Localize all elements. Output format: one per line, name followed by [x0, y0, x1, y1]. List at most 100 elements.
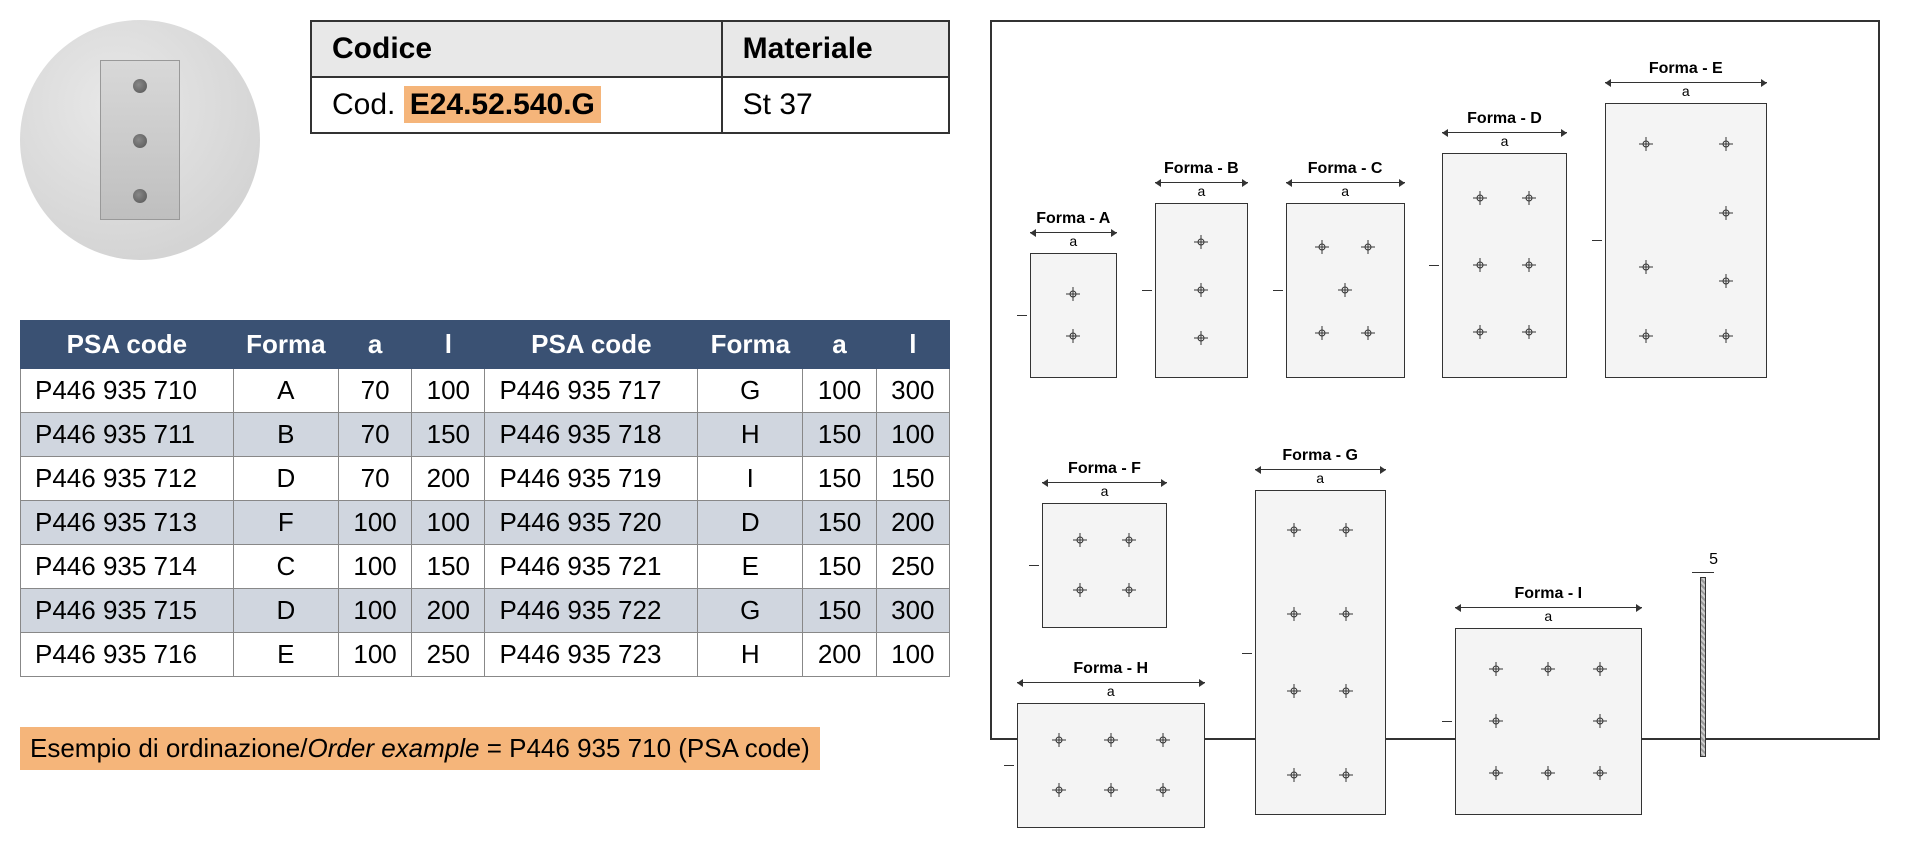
table-cell: D [698, 501, 803, 545]
hole-marker [1066, 329, 1080, 343]
data-table: PSA codeFormaalPSA codeFormaal P446 935 … [20, 320, 950, 677]
table-row: P446 935 716E100250P446 935 723H200100 [21, 633, 950, 677]
order-label-en: Order example [308, 733, 480, 763]
hole-marker [1522, 258, 1536, 272]
table-cell: E [698, 545, 803, 589]
table-row: P446 935 710A70100P446 935 717G100300 [21, 369, 950, 413]
table-cell: P446 935 717 [485, 369, 698, 413]
table-cell: E [233, 633, 338, 677]
table-row: P446 935 713F100100P446 935 720D150200 [21, 501, 950, 545]
forma-label: Forma - F [1042, 460, 1167, 478]
table-cell: D [233, 589, 338, 633]
hole-marker [1194, 235, 1208, 249]
dim-a: a [1605, 82, 1768, 99]
table-cell: P446 935 722 [485, 589, 698, 633]
table-cell: H [698, 413, 803, 457]
dim-a: a [1255, 469, 1386, 486]
order-value: P446 935 710 (PSA code) [509, 733, 810, 763]
table-cell: 150 [412, 413, 485, 457]
order-example: Esempio di ordinazione/Order example = P… [20, 727, 820, 770]
table-header: Forma [233, 321, 338, 369]
hole-marker [1719, 329, 1733, 343]
hole-marker [1052, 783, 1066, 797]
hole-marker [1194, 283, 1208, 297]
forma-rect [1605, 103, 1768, 378]
forma-f: Forma - Fa [1042, 460, 1167, 628]
hole-marker [1122, 583, 1136, 597]
dim-a: a [1455, 607, 1643, 624]
hole-marker [1473, 325, 1487, 339]
hole-marker [1541, 766, 1555, 780]
table-cell: F [233, 501, 338, 545]
table-cell: P446 935 715 [21, 589, 234, 633]
forma-label: Forma - I [1455, 585, 1643, 603]
table-cell: 100 [338, 501, 411, 545]
forma-e: Forma - E a [1605, 60, 1768, 378]
hole-marker [1473, 258, 1487, 272]
table-cell: 150 [803, 413, 876, 457]
table-cell: P446 935 714 [21, 545, 234, 589]
info-header-codice: Codice [311, 21, 722, 77]
table-cell: 250 [876, 545, 949, 589]
table-cell: P446 935 712 [21, 457, 234, 501]
info-header-materiale: Materiale [722, 21, 949, 77]
table-cell: P446 935 721 [485, 545, 698, 589]
forma-label: Forma - D [1442, 110, 1567, 128]
forma-g: Forma - Ga [1255, 447, 1386, 815]
hole-marker [1052, 733, 1066, 747]
table-cell: 200 [803, 633, 876, 677]
table-cell: 150 [876, 457, 949, 501]
hole-marker [1315, 326, 1329, 340]
table-cell: 300 [876, 589, 949, 633]
forma-label: Forma - E [1605, 60, 1768, 78]
hole-marker [1489, 714, 1503, 728]
table-cell: 250 [412, 633, 485, 677]
table-cell: 100 [803, 369, 876, 413]
table-cell: 100 [876, 633, 949, 677]
table-cell: 150 [803, 545, 876, 589]
forma-label: Forma - A [1030, 210, 1118, 228]
table-cell: P446 935 719 [485, 457, 698, 501]
table-row: P446 935 714C100150P446 935 721E150250 [21, 545, 950, 589]
hole-marker [1287, 768, 1301, 782]
hole-marker [1593, 766, 1607, 780]
table-cell: 100 [412, 369, 485, 413]
hole-marker [1593, 714, 1607, 728]
side-view: 5 [1692, 572, 1714, 757]
table-header: PSA code [485, 321, 698, 369]
table-cell: I [698, 457, 803, 501]
table-cell: 70 [338, 413, 411, 457]
forma-label: Forma - C [1286, 160, 1405, 178]
table-cell: P446 935 711 [21, 413, 234, 457]
forma-label: Forma - B [1155, 160, 1249, 178]
hole-marker [1522, 325, 1536, 339]
table-header: a [338, 321, 411, 369]
hole-marker [1287, 684, 1301, 698]
table-cell: 150 [803, 589, 876, 633]
order-sep: = [479, 733, 509, 763]
hole-marker [1287, 607, 1301, 621]
table-cell: P446 935 720 [485, 501, 698, 545]
table-cell: C [233, 545, 338, 589]
table-cell: G [698, 369, 803, 413]
hole-marker [1522, 191, 1536, 205]
forma-diagram: Forma - AaForma - BaForma - CaForma - Da… [990, 20, 1880, 740]
hole-marker [1066, 287, 1080, 301]
table-cell: G [698, 589, 803, 633]
dim-a: a [1030, 232, 1118, 249]
hole-marker [1361, 240, 1375, 254]
forma-d: Forma - Da [1442, 110, 1567, 378]
table-row: P446 935 711B70150P446 935 718H150100 [21, 413, 950, 457]
table-cell: 150 [803, 501, 876, 545]
hole-marker [1122, 533, 1136, 547]
hole-marker [1541, 662, 1555, 676]
forma-rect [1286, 203, 1405, 378]
table-cell: H [698, 633, 803, 677]
table-cell: P446 935 713 [21, 501, 234, 545]
table-cell: 70 [338, 457, 411, 501]
hole-marker [1339, 523, 1353, 537]
hole-marker [1339, 684, 1353, 698]
hole-marker [1719, 206, 1733, 220]
dim-a: a [1286, 182, 1405, 199]
table-cell: 300 [876, 369, 949, 413]
